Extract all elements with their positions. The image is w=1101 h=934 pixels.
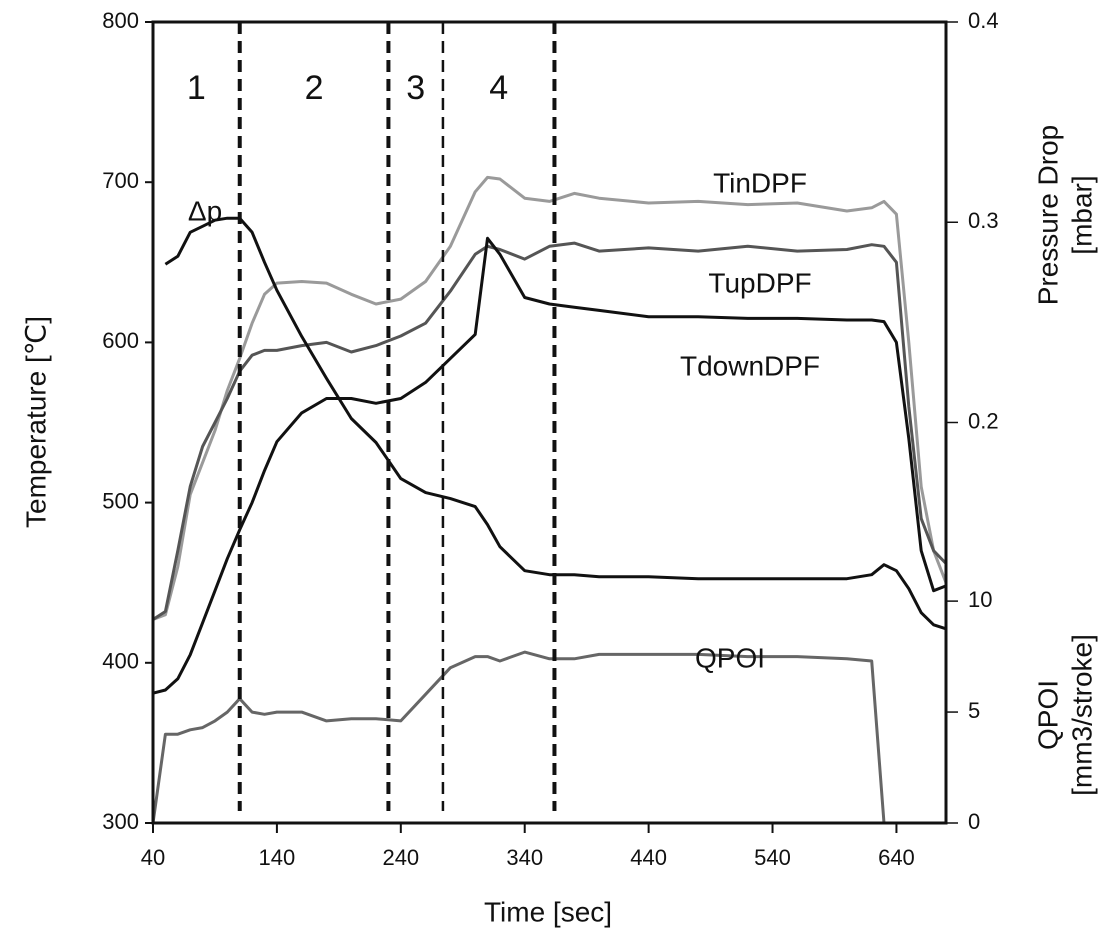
phase-label: 4 [489,69,508,107]
y-tick-label: 600 [102,328,139,353]
x-tick-label: 640 [878,845,915,870]
y2-tick-label: 0.3 [968,208,999,233]
x-tick-label: 540 [754,845,791,870]
x-tick-label: 340 [506,845,543,870]
series-label: TinDPF [713,167,807,198]
phase-label: 2 [305,69,324,107]
series-label: QPOI [695,642,765,673]
x-tick-label: 40 [141,845,165,870]
series-label: TupDPF [708,267,811,298]
phase-label: 1 [187,69,206,107]
series-line [164,216,947,631]
series-line [151,650,946,825]
plot-frame [151,20,948,825]
y2-tick-label: 0.4 [968,8,999,33]
y3-tick-label: 10 [968,587,992,612]
x-tick-label: 440 [630,845,667,870]
phase-label: 3 [406,69,425,107]
x-axis-label: Time [sec] [484,896,612,927]
y-tick-label: 700 [102,168,139,193]
y-tick-label: 800 [102,8,139,33]
y-tick-label: 400 [102,649,139,674]
y-tick-label: 300 [102,809,139,834]
series-line [152,241,948,621]
y2-tick-label: 0.2 [968,408,999,433]
y-axis-label: Temperature [℃] [20,316,51,528]
y3-axis-label: QPOI [1032,680,1063,750]
y2-axis-label: [mbar] [1066,175,1097,254]
series-line [152,175,948,621]
series-line [152,236,947,695]
y3-axis-label: [mm3/stroke] [1066,634,1097,796]
x-tick-label: 240 [382,845,419,870]
x-tick-label: 140 [259,845,296,870]
series-label: Δp [188,195,222,226]
series-label: TdownDPF [680,350,820,381]
y3-tick-label: 5 [968,698,980,723]
y-tick-label: 500 [102,488,139,513]
y2-axis-label: Pressure Drop [1032,125,1063,306]
y3-tick-label: 0 [968,809,980,834]
